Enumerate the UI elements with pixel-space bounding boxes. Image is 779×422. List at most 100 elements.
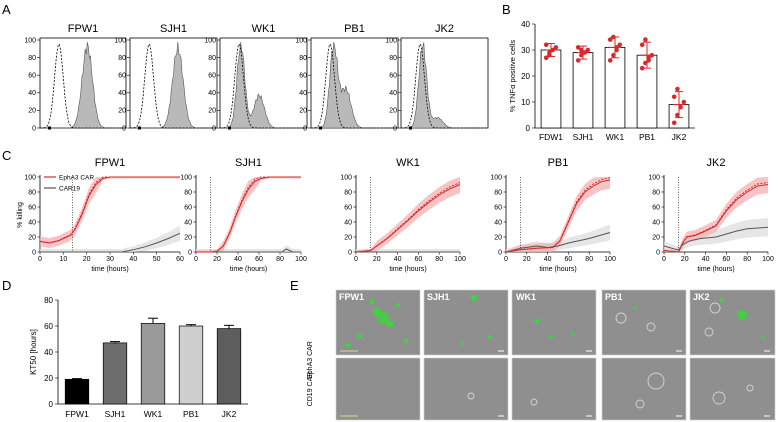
y-tick-label: 80 (208, 55, 216, 62)
data-point (607, 58, 613, 63)
column-label-sjh1: SJH1 (427, 292, 450, 302)
data-point (579, 52, 584, 58)
y-tick-label: 40 (208, 90, 216, 97)
y-tick-label: 0 (526, 124, 531, 133)
histogram-title: PB1 (344, 23, 365, 35)
x-tick-label: FPW1 (65, 409, 89, 419)
data-point (681, 99, 687, 105)
panel-label-c: C (2, 148, 11, 163)
bar (178, 325, 204, 405)
x-axis-title: time (hours) (230, 266, 267, 273)
micro-tile-sjh1-epha3 (423, 289, 509, 356)
y-tick-label: 20 (521, 72, 530, 81)
histogram-jk2: JK2 0 20 40 60 80 100 (385, 23, 489, 132)
histogram-fpw1: FPW1 0 20 40 60 80 100 (24, 23, 127, 132)
x-tick-label: 80 (276, 256, 284, 263)
data-point (617, 42, 623, 48)
fluorescent-cells (345, 295, 765, 348)
filled-histogram (311, 41, 398, 129)
y-tick-label: 0 (498, 249, 502, 256)
x-tick-label: 10 (59, 256, 67, 263)
x-tick-label: 0 (194, 256, 198, 263)
plot-title: PB1 (548, 157, 569, 169)
y-tick-label: 0 (32, 249, 36, 256)
x-tick-label: 60 (255, 256, 263, 263)
car19-line (40, 232, 181, 253)
x-tick-label: 0 (38, 256, 42, 263)
data-point (611, 34, 616, 40)
y-tick-label: 60 (184, 204, 192, 211)
x-tick-label: SJH1 (105, 409, 126, 419)
y-tick-label: 20 (299, 108, 307, 115)
data-point (543, 42, 549, 48)
histogram-sjh1: SJH1 0 20 40 60 80 100 (114, 23, 218, 132)
y-tick-label: 20 (344, 234, 352, 241)
axis-marker (409, 126, 412, 130)
y-tick-label: 0 (122, 125, 126, 132)
panel-c-killing-curves: FPW1 0 20 40 60 80 100 0 10 20 30 40 50 60 time (hours… (17, 157, 774, 273)
isotype-histogram (311, 43, 398, 129)
data-point (579, 47, 584, 53)
row-label-epha3: EphA3 CAR (307, 341, 314, 379)
x-tick-label: 20 (681, 256, 689, 263)
legend: EphA3 CAR CAR19 (44, 175, 94, 193)
axis-marker (48, 126, 51, 130)
epha3-line (355, 184, 461, 253)
column-label-pb1: PB1 (605, 292, 623, 302)
y-tick-label: 0 (212, 125, 216, 132)
y-tick-label: 80 (389, 55, 397, 62)
y-tick-label: 80 (184, 189, 192, 196)
car19-line (196, 248, 301, 253)
x-tick-label: 20 (83, 256, 91, 263)
x-tick-label: 0 (662, 256, 666, 263)
x-tick-label: 80 (743, 256, 751, 263)
y-tick-label: 0 (303, 125, 307, 132)
car19-band (356, 249, 460, 252)
y-tick-label: 100 (385, 37, 397, 44)
epha3-fit-line (505, 177, 611, 253)
data-point (585, 47, 591, 53)
y-tick-label: 60 (118, 73, 126, 80)
x-tick-label: 100 (454, 256, 466, 263)
y-axis-title: % TNFα positive cells (508, 40, 517, 112)
y-tick-label: 20 (389, 108, 397, 115)
x-tick-label: 60 (565, 256, 573, 263)
y-axis-title: KT50 [hours] (29, 329, 38, 375)
data-point (671, 120, 677, 126)
y-tick-label: 40 (44, 348, 53, 357)
x-tick-label: 0 (504, 256, 508, 263)
x-axis-title: time (hours) (91, 266, 128, 273)
micro-tile-pb1-cd19 (601, 357, 687, 421)
y-tick-label: 20 (28, 234, 36, 241)
killing-plot-pb1: PB1 0 20 40 60 80 100 0 20 40 60 80 100 time (hours) (490, 157, 616, 273)
data-point (550, 47, 555, 53)
histogram-wk1: WK1 0 20 40 60 80 100 (204, 23, 308, 132)
y-tick-label: 60 (44, 322, 53, 331)
car19-band (40, 225, 180, 252)
data-point (575, 58, 581, 63)
panel-b-bar-chart: 0 10 20 30 40 % TNFα positive cells FDW1 SJH1 WK… (508, 20, 695, 142)
y-tick-label: 40 (299, 90, 307, 97)
y-tick-label: 80 (344, 189, 352, 196)
data-point (575, 45, 581, 50)
x-tick-label: 60 (723, 256, 731, 263)
epha3-fit-line (355, 182, 461, 253)
x-axis-title: time (hours) (697, 266, 734, 273)
epha3-band (196, 177, 301, 252)
x-tick-label: 40 (129, 256, 137, 263)
column-label-fpw1: FPW1 (339, 292, 364, 302)
micro-tile-fpw1-cd19 (335, 357, 421, 421)
panel-e-microscopy: EphA3 CAR CD19 CAR (307, 289, 776, 421)
y-axis-title: % killing (17, 202, 24, 228)
filled-histogram (220, 41, 307, 129)
data-point (675, 86, 680, 92)
data-point (611, 52, 616, 58)
histogram-frame (310, 37, 399, 129)
y-tick-label: 40 (184, 219, 192, 226)
x-tick-label: 40 (394, 256, 402, 263)
y-tick-label: 100 (114, 37, 126, 44)
x-tick-label: 0 (354, 256, 358, 263)
bar (216, 328, 242, 405)
isotype-histogram (130, 43, 217, 129)
